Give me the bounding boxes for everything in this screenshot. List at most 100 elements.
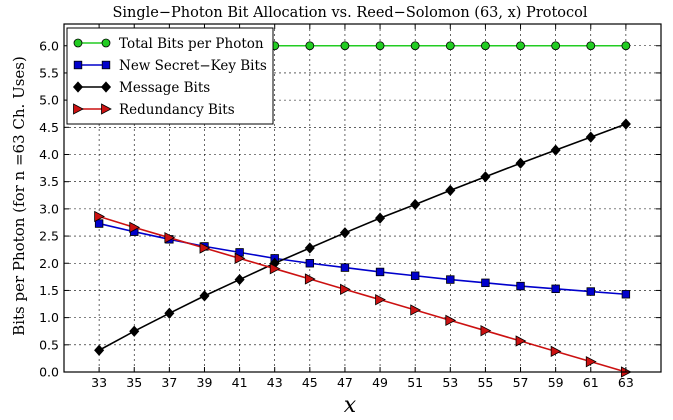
- x-tick-label: 35: [126, 375, 142, 390]
- data-point: [375, 267, 385, 277]
- legend-entry: Redundancy Bits: [73, 102, 235, 118]
- data-point: [375, 294, 386, 306]
- legend-entry: Message Bits: [72, 80, 210, 96]
- data-point: [94, 344, 105, 356]
- y-tick-label: 2.5: [39, 229, 59, 244]
- axis-ticks: 33 35 37 39 41 43 45 47 49 51 53 55 57 59 61 63 0.0 0.5 1.…: [39, 24, 661, 390]
- data-point: [515, 335, 527, 347]
- data-point: [621, 290, 631, 299]
- data-point: [550, 144, 561, 156]
- data-point: [516, 281, 525, 291]
- y-tick-label: 1.5: [39, 283, 59, 298]
- x-tick-label: 61: [583, 375, 599, 390]
- y-tick-label: 3.5: [39, 174, 59, 189]
- y-tick-label: 0.0: [39, 365, 59, 380]
- data-point: [515, 157, 526, 169]
- data-point: [410, 271, 420, 280]
- y-axis-label: Bits per Photon (for n =63 Ch. Uses): [10, 56, 28, 336]
- data-point: [304, 242, 315, 254]
- x-tick-label: 37: [161, 375, 177, 390]
- x-tick-label: 33: [91, 375, 107, 390]
- data-point: [481, 278, 490, 288]
- data-point: [551, 41, 561, 51]
- data-point: [445, 41, 455, 51]
- data-point: [305, 259, 315, 268]
- y-tick-label: 5.0: [39, 93, 59, 108]
- legend-label: New Secret−Key Bits: [119, 58, 267, 74]
- x-tick-label: 41: [232, 375, 248, 390]
- data-point: [446, 275, 455, 284]
- y-tick-label: 0.5: [39, 337, 59, 352]
- y-tick-label: 6.0: [39, 38, 59, 53]
- legend-marker: [101, 103, 112, 115]
- y-tick-label: 5.5: [39, 65, 59, 80]
- data-point: [410, 41, 420, 51]
- data-point: [410, 198, 421, 211]
- legend-label: Message Bits: [119, 80, 210, 96]
- data-point: [339, 227, 350, 239]
- chart-title: Single−Photon Bit Allocation vs. Reed−So…: [112, 5, 587, 21]
- series-line: [98, 123, 627, 351]
- legend-marker: [101, 38, 111, 48]
- series-3: [94, 118, 631, 356]
- data-point: [199, 242, 211, 254]
- data-point: [129, 325, 140, 337]
- legend-marker: [73, 103, 84, 115]
- data-point: [586, 287, 595, 296]
- y-tick-label: 1.0: [39, 310, 59, 325]
- data-point: [94, 219, 104, 228]
- x-tick-label: 53: [442, 375, 458, 390]
- data-point: [234, 252, 246, 265]
- data-point: [621, 41, 631, 51]
- data-point: [164, 232, 176, 244]
- x-tick-label: 43: [267, 375, 283, 390]
- data-point: [550, 345, 562, 358]
- x-tick-label: 45: [302, 375, 318, 390]
- data-point: [585, 356, 597, 368]
- data-point: [516, 41, 525, 51]
- legend-marker: [73, 38, 83, 48]
- legend-marker: [100, 81, 112, 93]
- x-tick-label: 51: [407, 375, 423, 390]
- x-tick-label: 63: [618, 375, 634, 390]
- data-point: [234, 273, 245, 286]
- series-line: [98, 222, 626, 296]
- data-point: [269, 263, 281, 275]
- legend-marker: [73, 60, 83, 70]
- legend-label: Total Bits per Photon: [119, 36, 264, 52]
- data-point: [340, 283, 351, 296]
- x-tick-label: 49: [372, 375, 388, 390]
- data-point: [164, 307, 175, 319]
- data-point: [445, 314, 457, 327]
- x-tick-label: 47: [337, 375, 353, 390]
- legend-entry: Total Bits per Photon: [73, 36, 264, 52]
- x-tick-label: 57: [513, 375, 529, 390]
- data-point: [199, 290, 210, 302]
- data-point: [340, 41, 350, 51]
- data-point: [94, 210, 105, 223]
- y-tick-label: 3.0: [39, 201, 59, 216]
- legend-marker: [101, 60, 111, 70]
- y-tick-label: 4.0: [39, 147, 59, 162]
- data-point: [129, 221, 141, 234]
- data-point: [340, 263, 350, 272]
- y-tick-label: 2.0: [39, 256, 59, 271]
- data-point: [445, 184, 456, 196]
- data-point: [481, 41, 490, 51]
- legend-entry: New Secret−Key Bits: [73, 58, 267, 74]
- plot-area-frame: [63, 23, 662, 373]
- data-point: [480, 171, 491, 183]
- data-point: [375, 41, 385, 51]
- x-tick-label: 55: [477, 375, 493, 390]
- x-tick-label: 59: [548, 375, 564, 390]
- legend: Total Bits per Photon New Secret−Key Bits…: [66, 27, 274, 125]
- y-tick-label: 4.5: [39, 120, 59, 135]
- data-point: [586, 41, 596, 51]
- data-point: [305, 41, 315, 51]
- x-axis-label: x: [344, 393, 357, 418]
- series-2: [94, 219, 631, 299]
- data-point: [551, 284, 560, 294]
- series-4: [94, 210, 632, 378]
